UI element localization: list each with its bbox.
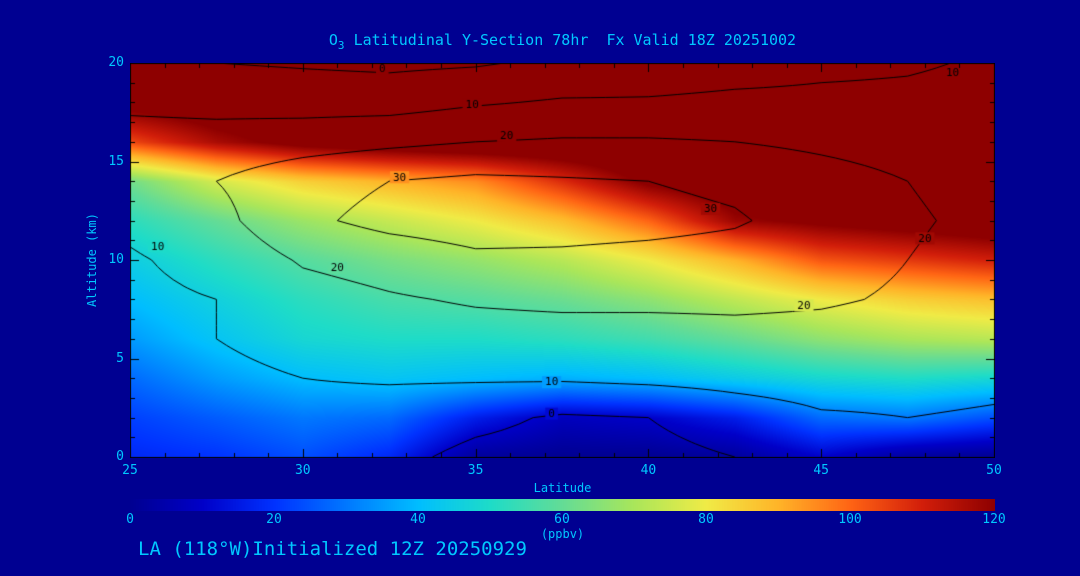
- x-tick-label: 50: [986, 463, 1002, 478]
- y-tick-label: 10: [108, 251, 124, 267]
- colorbar-tick-label: 100: [838, 512, 862, 527]
- colorbar: [130, 496, 995, 515]
- x-tick-label: 45: [813, 463, 830, 478]
- y-tick-label: 20: [108, 54, 124, 70]
- title-species-subscript: 3: [337, 39, 345, 52]
- colorbar-tick-label: 60: [554, 512, 570, 527]
- colorbar-tick-label: 20: [266, 512, 282, 527]
- y-tick-label: 15: [108, 153, 124, 169]
- plot-area: [130, 63, 995, 458]
- colorbar-tick-label: 80: [698, 512, 714, 527]
- colorbar-tick-label: 0: [126, 512, 134, 527]
- colorbar-tick-label: 120: [982, 512, 1006, 527]
- x-tick-label: 40: [640, 463, 657, 478]
- plot-title: O3 Latitudinal Y-Section 78hr Fx Valid 1…: [130, 31, 995, 52]
- y-tick-label: 0: [116, 448, 124, 464]
- x-axis-label: Latitude: [533, 481, 592, 495]
- colorbar-canvas: [130, 499, 995, 511]
- contour-field-canvas: [130, 63, 995, 458]
- title-species: O: [328, 31, 338, 49]
- y-tick-label: 5: [116, 350, 124, 366]
- colorbar-units-label: (ppbv): [540, 527, 585, 541]
- colorbar-tick-label: 40: [410, 512, 426, 527]
- x-tick-label: 30: [294, 463, 311, 478]
- title-text: Latitudinal Y-Section 78hr Fx Valid 18Z …: [344, 31, 797, 49]
- x-tick-label: 25: [122, 463, 138, 478]
- x-tick-label: 35: [467, 463, 484, 478]
- run-info-text: LA (118°W)Initialized 12Z 20250929: [138, 538, 527, 560]
